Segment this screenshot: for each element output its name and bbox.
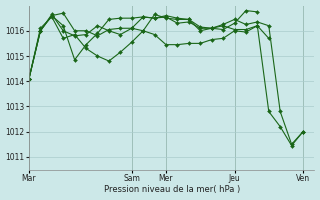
X-axis label: Pression niveau de la mer( hPa ): Pression niveau de la mer( hPa ) (104, 185, 240, 194)
